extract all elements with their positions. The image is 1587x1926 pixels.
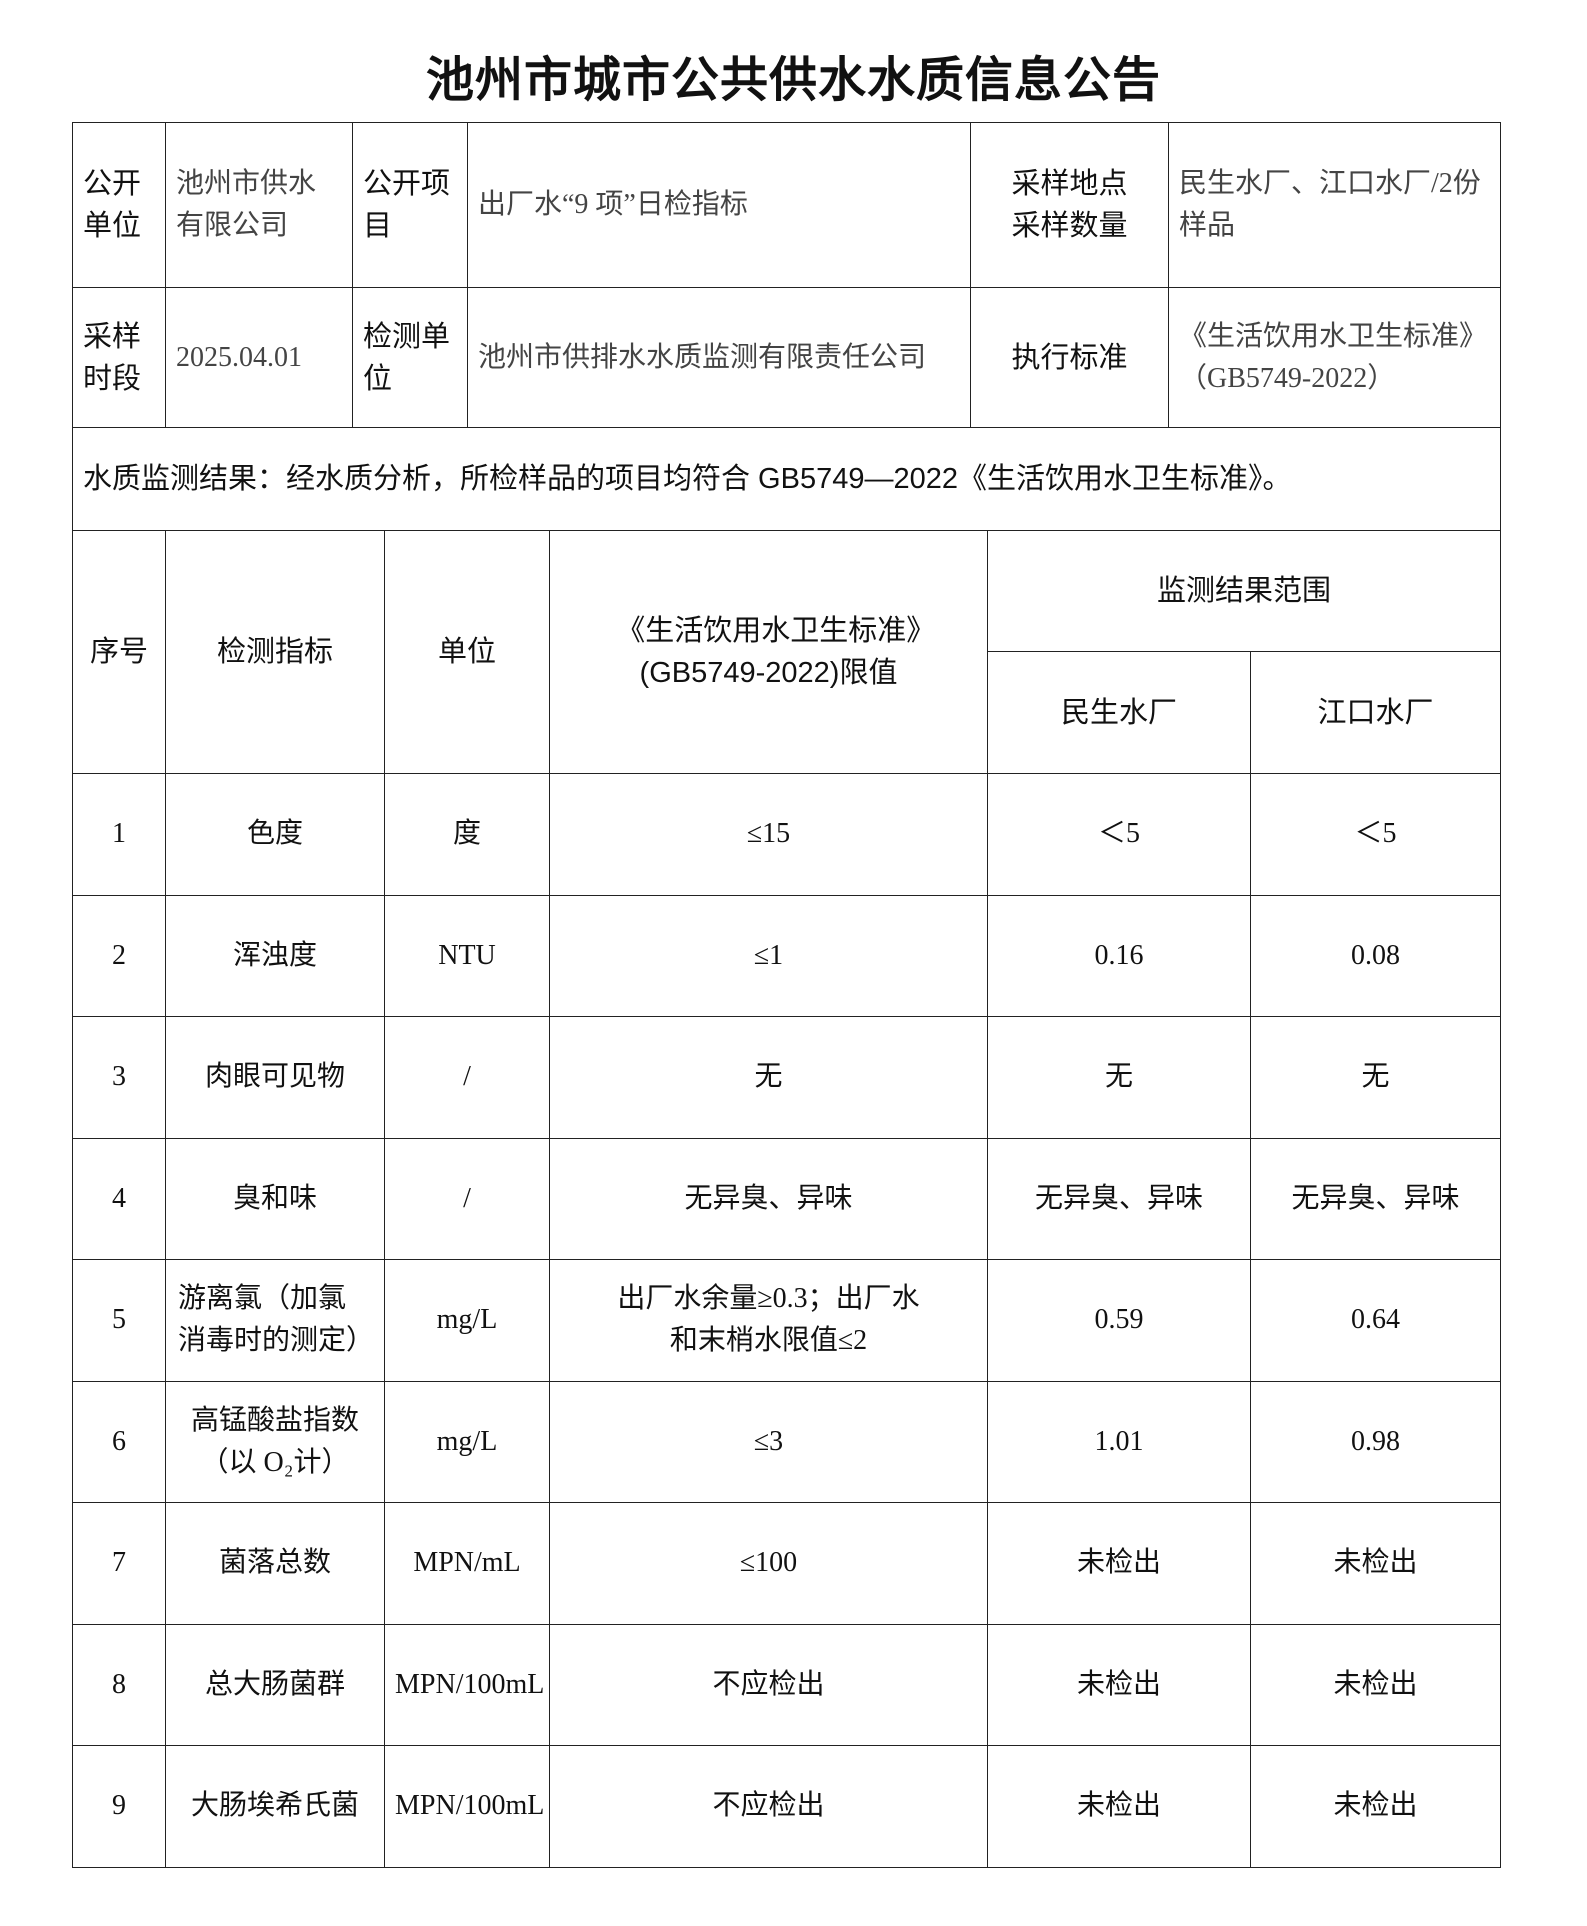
standard-value: 《生活饮用水卫生标准》（GB5749-2022）	[1168, 287, 1501, 428]
period-value: 2025.04.01	[165, 287, 353, 428]
cell-limit: 出厂水余量≥0.3；出厂水和末梢水限值≤2	[549, 1259, 988, 1382]
header-limit: 《生活饮用水卫生标准》(GB5749-2022)限值	[549, 530, 988, 774]
cell-unit: /	[384, 1137, 550, 1260]
item-value: 出厂水“9 项”日检指标	[467, 122, 971, 288]
cell-unit: mg/L	[384, 1259, 550, 1382]
cell-plant2: 未检出	[1249, 1502, 1502, 1625]
cell-unit: /	[384, 1016, 550, 1139]
cell-plant1: 1.01	[987, 1380, 1251, 1503]
cell-limit: 不应检出	[549, 1745, 988, 1868]
cell-indicator: 高锰酸盐指数（以 O₂计）	[165, 1380, 385, 1503]
cell-indicator: 色度	[165, 773, 385, 896]
cell-plant2: 0.64	[1249, 1259, 1502, 1382]
info-table: 公开单位 池州市供水有限公司 公开项目 出厂水“9 项”日检指标 采样地点采样数…	[72, 122, 1501, 531]
cell-unit: MPN/mL	[384, 1502, 550, 1625]
cell-seq: 9	[72, 1745, 166, 1868]
cell-plant2: 未检出	[1249, 1745, 1502, 1868]
cell-plant1: 未检出	[987, 1623, 1251, 1746]
site-value: 民生水厂、江口水厂/2份样品	[1168, 122, 1501, 288]
lab-value: 池州市供排水水质监测有限责任公司	[467, 287, 971, 428]
unit-value: 池州市供水有限公司	[165, 122, 353, 288]
cell-seq: 7	[72, 1502, 166, 1625]
page-title: 池州市城市公共供水水质信息公告	[425, 54, 1161, 107]
header-plant2: 江口水厂	[1249, 651, 1502, 774]
header-range: 监测结果范围	[986, 530, 1502, 652]
table-row: 5 游离氯（加氯消毒时的测定） mg/L 出厂水余量≥0.3；出厂水和末梢水限值≤2 0…	[72, 1259, 1502, 1382]
table-row: 6 高锰酸盐指数（以 O₂计） mg/L ≤3 1.01 0.98	[72, 1380, 1502, 1503]
cell-plant1: 无	[987, 1016, 1251, 1139]
table-row: 4 臭和味 / 无异臭、异味 无异臭、异味 无异臭、异味	[72, 1137, 1502, 1260]
cell-unit: MPN/100mL	[384, 1623, 550, 1746]
header-plant1: 民生水厂	[987, 651, 1251, 774]
header-seq: 序号	[72, 530, 166, 774]
results-table: 序号 检测指标 单位 《生活饮用水卫生标准》(GB5749-2022)限值 监测…	[72, 530, 1502, 1868]
cell-seq: 8	[72, 1623, 166, 1746]
cell-unit: MPN/100mL	[384, 1745, 550, 1868]
item-label: 公开项目	[352, 122, 468, 288]
table-row: 1 色度度 ≤15 ＜5 ＜5	[72, 773, 1502, 896]
site-label: 采样地点采样数量	[970, 122, 1169, 288]
cell-plant1: ＜5	[987, 773, 1251, 896]
cell-seq: 3	[72, 1016, 166, 1139]
cell-plant1: 未检出	[987, 1502, 1251, 1625]
cell-indicator: 总大肠菌群	[165, 1623, 385, 1746]
cell-limit: 不应检出	[549, 1623, 988, 1746]
cell-seq: 2	[72, 894, 166, 1017]
cell-plant2: 无	[1249, 1016, 1502, 1139]
cell-seq: 1	[72, 773, 166, 896]
cell-indicator: 菌落总数	[165, 1502, 385, 1625]
header-indicator: 检测指标	[165, 530, 385, 774]
cell-plant2: 未检出	[1249, 1623, 1502, 1746]
cell-seq: 6	[72, 1380, 166, 1503]
lab-label: 检测单位	[352, 287, 468, 428]
table-row: 3 肉眼可见物 / 无无无	[72, 1016, 1502, 1139]
cell-plant2: 0.98	[1249, 1380, 1502, 1503]
period-label: 采样时段	[72, 287, 166, 428]
cell-seq: 5	[72, 1259, 166, 1382]
cell-limit: ≤15	[549, 773, 988, 896]
cell-unit: NTU	[384, 894, 550, 1017]
cell-limit: 无异臭、异味	[549, 1137, 988, 1260]
cell-plant1: 0.59	[987, 1259, 1251, 1382]
cell-indicator: 游离氯（加氯消毒时的测定）	[165, 1259, 385, 1382]
table-row: 7 菌落总数 MPN/mL ≤100 未检出 未检出	[72, 1502, 1502, 1625]
cell-indicator: 臭和味	[165, 1137, 385, 1260]
cell-plant2: ＜5	[1249, 773, 1502, 896]
cell-limit: ≤100	[549, 1502, 988, 1625]
table-row: 9 大肠埃希氏菌 MPN/100mL 不应检出 未检出 未检出	[72, 1745, 1502, 1868]
cell-limit: 无	[549, 1016, 988, 1139]
cell-plant1: 未检出	[987, 1745, 1251, 1868]
table-row: 8 总大肠菌群 MPN/100mL 不应检出 未检出 未检出	[72, 1623, 1502, 1746]
cell-plant2: 无异臭、异味	[1249, 1137, 1502, 1260]
cell-indicator: 肉眼可见物	[165, 1016, 385, 1139]
table-row: 2 浑浊度 NTU ≤1 0.16 0.08	[72, 894, 1502, 1017]
cell-unit: 度	[384, 773, 550, 896]
cell-plant1: 0.16	[987, 894, 1251, 1017]
cell-seq: 4	[72, 1137, 166, 1260]
cell-plant2: 0.08	[1249, 894, 1502, 1017]
unit-label: 公开单位	[72, 122, 166, 288]
cell-limit: ≤1	[549, 894, 988, 1017]
standard-label: 执行标准	[970, 287, 1169, 428]
header-unit: 单位	[384, 530, 550, 774]
conclusion: 水质监测结果：经水质分析，所检样品的项目均符合 GB5749—2022《生活饮用…	[72, 427, 1501, 531]
cell-indicator: 大肠埃希氏菌	[165, 1745, 385, 1868]
cell-unit: mg/L	[384, 1380, 550, 1503]
cell-plant1: 无异臭、异味	[987, 1137, 1251, 1260]
cell-indicator: 浑浊度	[165, 894, 385, 1017]
cell-limit: ≤3	[549, 1380, 988, 1503]
